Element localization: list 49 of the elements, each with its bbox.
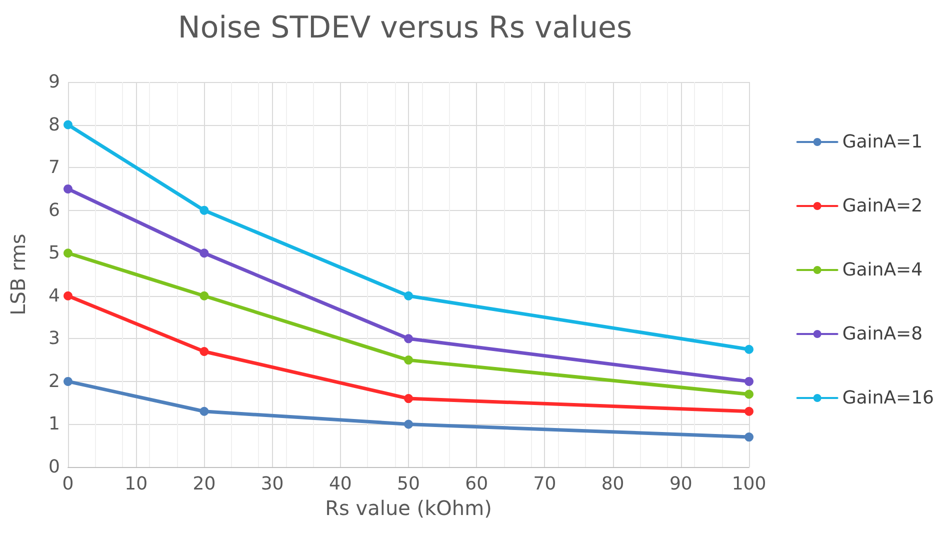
y-tick-label: 7 — [48, 157, 60, 178]
legend-label: GainA=1 — [842, 132, 923, 152]
x-axis-title: Rs value (kOhm) — [325, 496, 492, 520]
x-tick-label: 20 — [192, 474, 216, 494]
y-tick-label: 9 — [48, 72, 60, 92]
point — [404, 334, 413, 344]
x-tick-label: 80 — [601, 474, 624, 494]
point — [64, 291, 72, 300]
point — [64, 120, 72, 130]
point — [404, 291, 413, 300]
y-tick-label: 1 — [48, 414, 60, 435]
y-tick-label: 3 — [48, 328, 60, 350]
point — [744, 376, 754, 386]
point — [200, 206, 209, 215]
point — [64, 184, 72, 194]
point — [200, 248, 209, 258]
y-tick-label: 2 — [48, 370, 60, 392]
chart-title: Noise STDEV versus Rs values — [178, 10, 632, 46]
point — [200, 406, 209, 416]
x-tick-label: 10 — [124, 474, 148, 494]
legend-label: GainA=4 — [842, 260, 923, 280]
point — [64, 376, 72, 386]
point — [744, 406, 754, 416]
x-tick-label: 70 — [533, 474, 556, 494]
y-tick-label: 4 — [48, 285, 60, 306]
point — [404, 394, 413, 404]
point — [200, 291, 209, 300]
legend-label: GainA=16 — [842, 388, 934, 408]
y-tick-label: 0 — [48, 456, 60, 478]
x-tick-label: 0 — [62, 474, 74, 494]
x-tick-label: 50 — [397, 474, 420, 494]
y-axis-title: LSB rms — [6, 234, 30, 316]
y-tick-label: 8 — [48, 114, 60, 136]
point — [744, 390, 754, 399]
legend-label: GainA=2 — [842, 196, 923, 216]
x-tick-label: 90 — [669, 474, 692, 494]
point — [404, 356, 413, 365]
y-tick-label: 5 — [48, 242, 60, 264]
point — [404, 420, 413, 429]
legend-label: GainA=8 — [842, 324, 923, 344]
point — [744, 344, 754, 354]
x-tick-label: 30 — [260, 474, 284, 494]
x-tick-label: 100 — [732, 474, 766, 494]
y-tick-label: 6 — [48, 200, 60, 221]
point — [200, 347, 209, 356]
point — [64, 248, 72, 258]
x-tick-label: 60 — [465, 474, 488, 494]
point — [744, 432, 754, 442]
x-tick-label: 40 — [328, 474, 352, 494]
